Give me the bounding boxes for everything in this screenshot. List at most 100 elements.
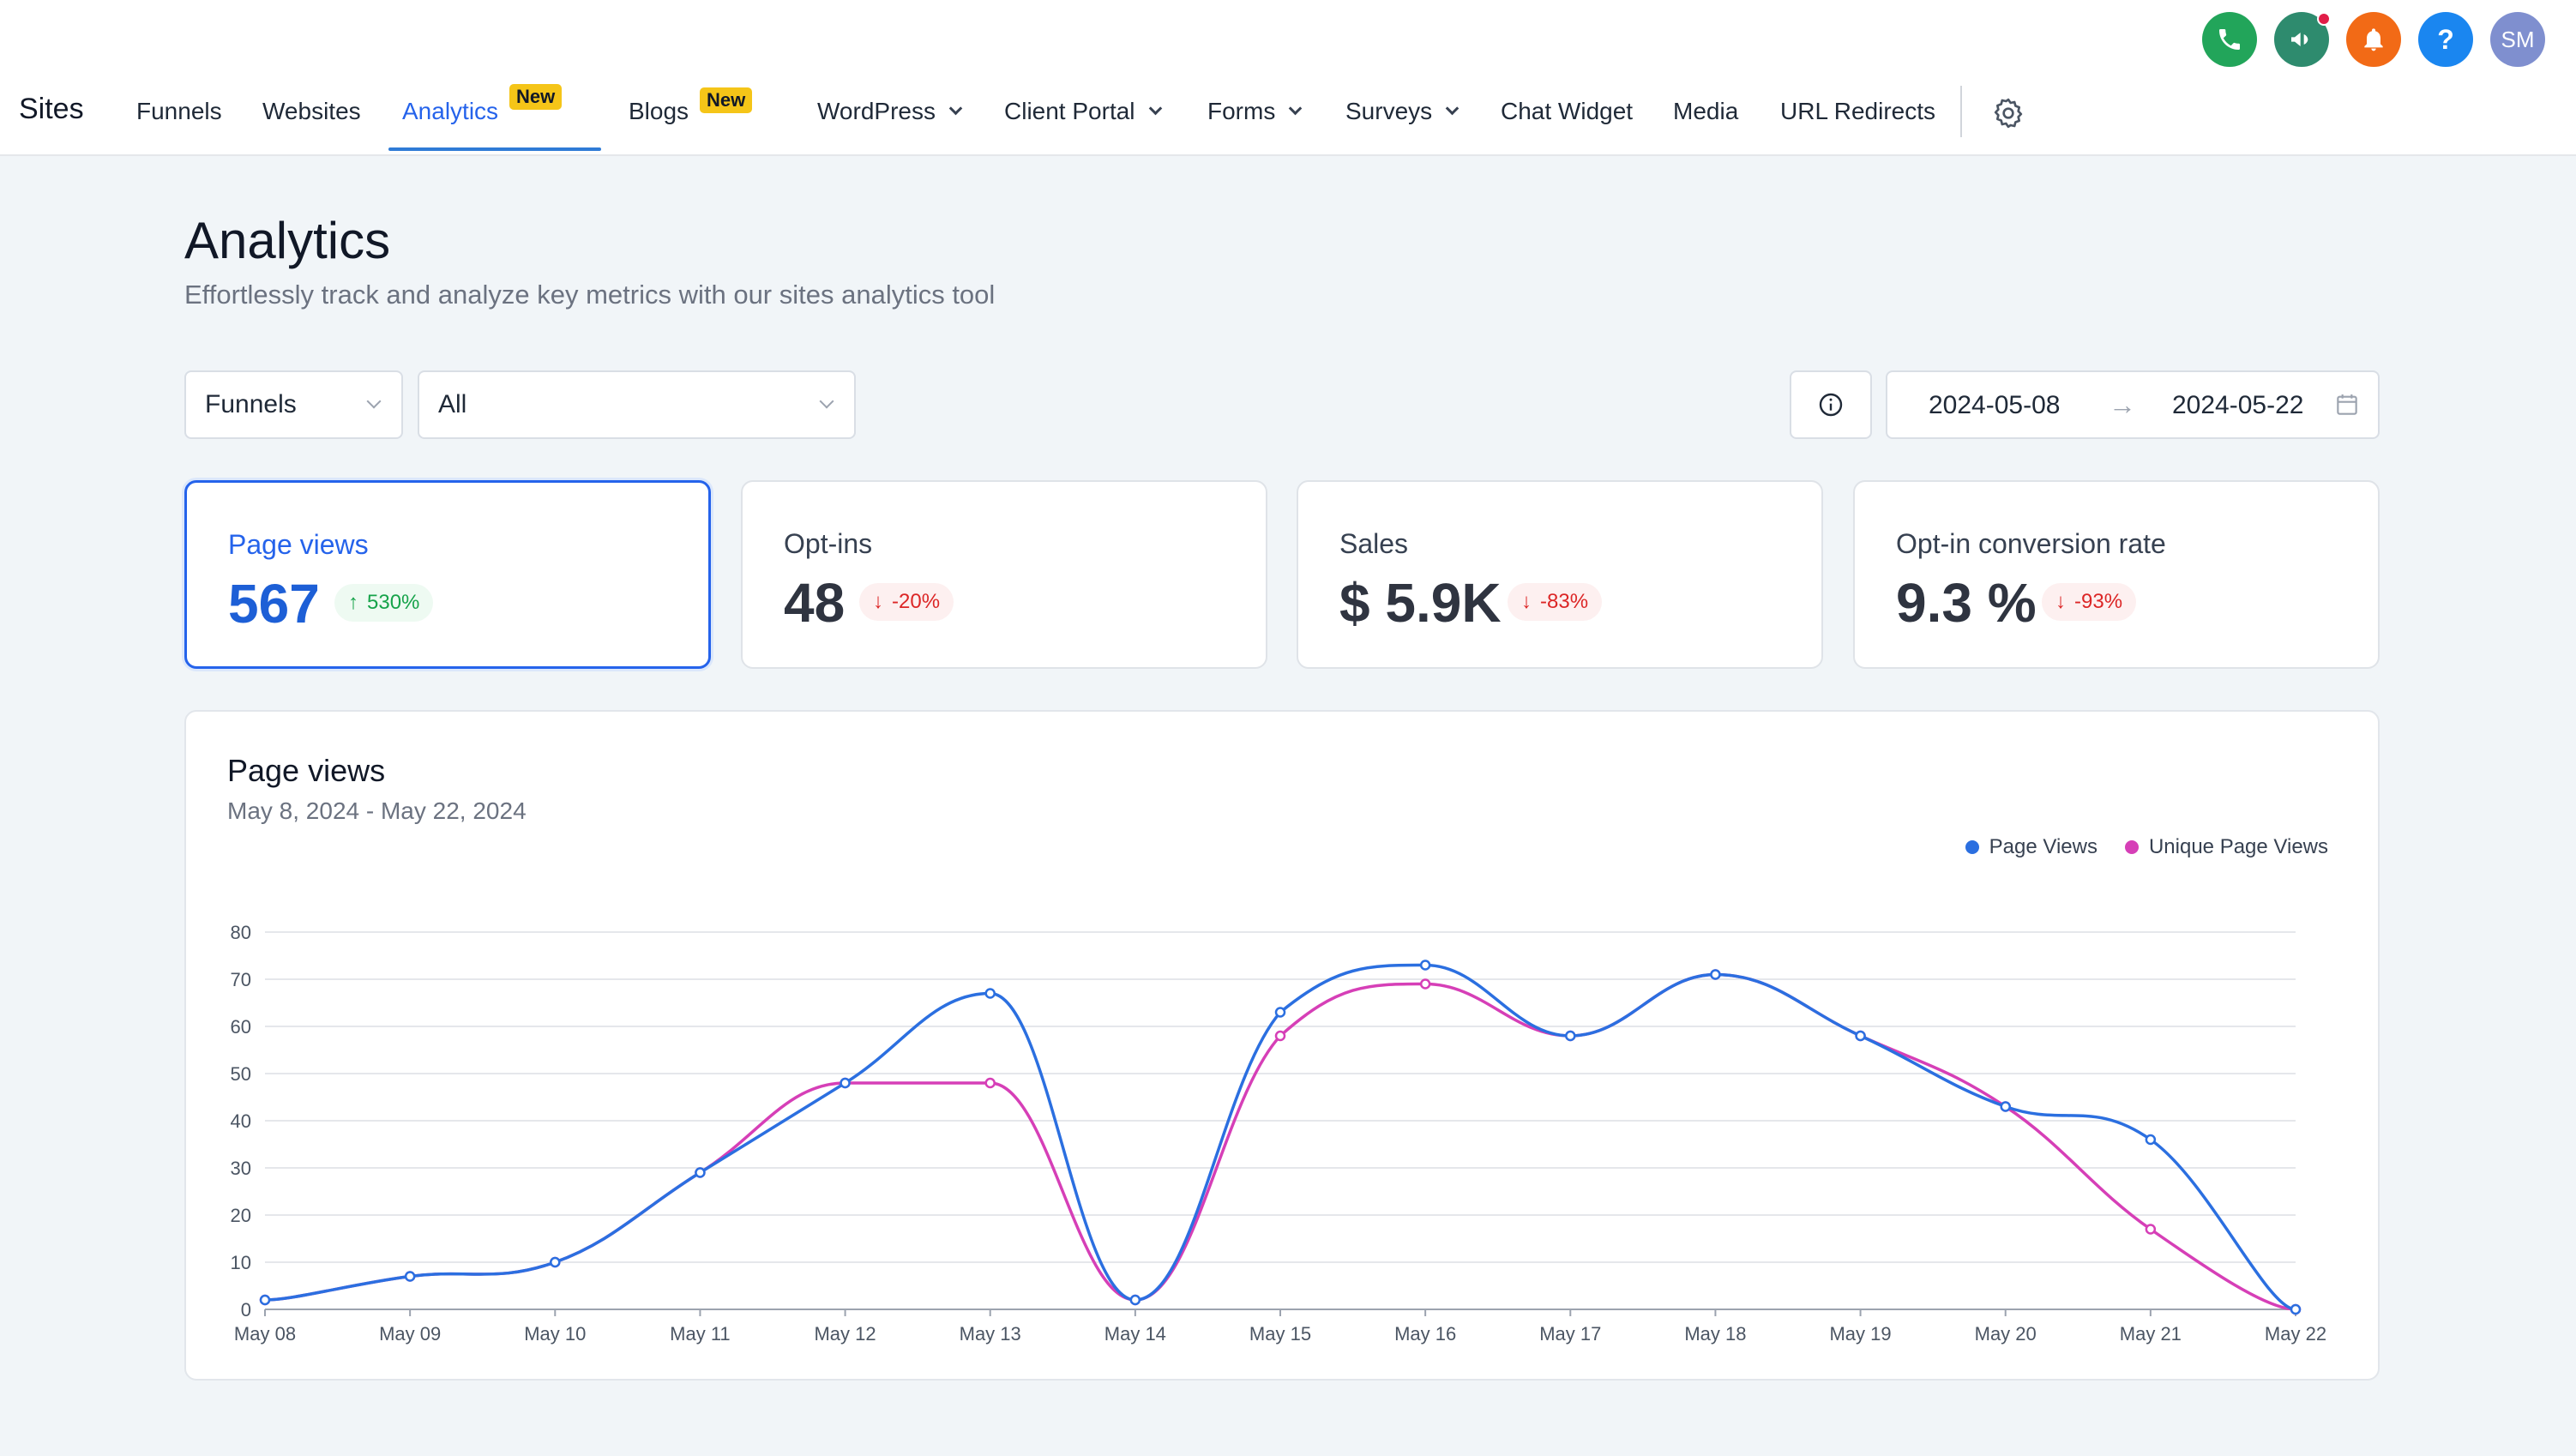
nav-analytics[interactable]: Analytics (402, 98, 499, 124)
series-line-page-views (264, 963, 2296, 1311)
data-point-page-views (1129, 1294, 1141, 1306)
nav-client-portal[interactable]: Client Portal (1004, 98, 1162, 125)
legend-item-unique-page-views[interactable]: Unique Page Views (2124, 835, 2328, 859)
arrow-down-icon: ↓ (1521, 590, 1532, 613)
page-title: Analytics (184, 212, 391, 269)
calendar-icon (2337, 394, 2357, 415)
megaphone-glyph (2291, 33, 2308, 46)
nav-url-redirects[interactable]: URL Redirects (1780, 98, 1936, 124)
date-start[interactable]: 2024-05-08 (1929, 391, 2061, 419)
y-tick-label: 60 (231, 1016, 251, 1038)
chevron-down-icon (1148, 101, 1162, 115)
scope-select[interactable]: All (418, 370, 856, 439)
data-point-page-views (259, 1294, 271, 1306)
data-point-page-views (695, 1167, 706, 1178)
info-button[interactable] (1790, 370, 1872, 439)
metric-card-page-views[interactable]: Page views 567 ↑ 530% (184, 480, 711, 669)
phone-icon[interactable] (2202, 12, 2257, 67)
top-navigation-bar: Sites Funnels Websites Analytics New Blo… (0, 0, 2576, 156)
x-tick-label: May 17 (1539, 1323, 1601, 1345)
date-range-picker[interactable]: 2024-05-08 → 2024-05-22 (1886, 370, 2380, 439)
data-point-unique-page-views (984, 1077, 996, 1089)
nav-client-portal-label: Client Portal (1004, 98, 1135, 124)
data-point-page-views (1855, 1030, 1866, 1042)
nav-funnels[interactable]: Funnels (136, 98, 222, 124)
type-select-value: Funnels (205, 390, 297, 418)
metric-change-value: 530% (367, 591, 420, 614)
active-tab-indicator (388, 147, 601, 151)
nav-blogs[interactable]: Blogs (629, 98, 689, 124)
bell-glyph (2364, 28, 2383, 51)
arrow-up-icon: ↑ (348, 591, 358, 614)
nav-wordpress[interactable]: WordPress (817, 98, 963, 125)
nav-chat-widget[interactable]: Chat Widget (1501, 98, 1634, 124)
nav-forms[interactable]: Forms (1207, 98, 1303, 125)
metric-value: 48 (784, 572, 846, 634)
data-point-page-views (984, 988, 996, 999)
metric-card-sales[interactable]: Sales $ 5.9K ↓ -83% (1297, 480, 1823, 669)
legend-label: Page Views (1989, 835, 2098, 858)
data-point-page-views (2145, 1134, 2157, 1146)
metric-change-badge: ↓ -93% (2042, 583, 2137, 621)
app-brand: Sites (19, 93, 84, 125)
arrow-right-icon: → (2109, 389, 2136, 420)
y-tick-label: 70 (231, 969, 251, 990)
megaphone-icon[interactable] (2274, 12, 2331, 67)
nav-wordpress-label: WordPress (817, 98, 936, 124)
y-tick-label: 20 (231, 1205, 251, 1226)
chart-legend: Page Views Unique Page Views (1938, 835, 2328, 859)
chevron-down-icon (1289, 101, 1303, 115)
question-icon[interactable]: ? (2418, 12, 2473, 67)
line-chart: 0 10 20 30 40 50 60 70 80 May 08 May 09 May 10 May 1… (231, 922, 2327, 1345)
metric-change-value: -93% (2074, 590, 2123, 613)
data-point-page-views (550, 1256, 561, 1268)
data-point-page-views (1710, 969, 1721, 980)
data-point-page-views (1419, 960, 1431, 971)
scope-select-value: All (438, 390, 467, 418)
metric-value: 567 (228, 573, 320, 635)
x-tick-label: May 11 (670, 1323, 731, 1345)
arrow-down-icon: ↓ (873, 590, 883, 613)
type-select[interactable]: Funnels (184, 370, 403, 439)
chevron-down-icon (366, 394, 382, 409)
legend-dot (2124, 840, 2139, 854)
y-tick-label: 50 (231, 1063, 251, 1085)
nav-media[interactable]: Media (1673, 98, 1739, 124)
chart-date-range: May 8, 2024 - May 22, 2024 (227, 797, 527, 824)
x-tick-label: May 13 (960, 1323, 1021, 1345)
new-badge-blogs: New (700, 87, 753, 113)
x-tick-label: May 10 (524, 1323, 586, 1345)
series-line-unique-page-views (264, 972, 2296, 1311)
y-tick-label: 30 (231, 1158, 251, 1179)
data-point-page-views (1565, 1030, 1576, 1042)
arrow-down-icon: ↓ (2055, 590, 2066, 613)
nav-surveys[interactable]: Surveys (1345, 98, 1460, 125)
x-tick-label: May 18 (1684, 1323, 1746, 1345)
help-glyph: ? (2437, 23, 2454, 55)
x-tick-label: May 21 (2120, 1323, 2182, 1345)
metric-change-badge: ↓ -83% (1508, 583, 1603, 621)
x-tick-label: May 08 (234, 1323, 296, 1345)
bell-icon[interactable] (2346, 12, 2401, 67)
metric-card-opt-in-conversion-rate[interactable]: Opt-in conversion rate 9.3 % ↓ -93% (1853, 480, 2380, 669)
phone-glyph (2219, 29, 2240, 50)
legend-dot (1965, 840, 1979, 854)
nav-websites[interactable]: Websites (262, 98, 361, 124)
y-tick-label: 10 (231, 1252, 251, 1273)
x-tick-label: May 12 (814, 1323, 876, 1345)
metric-card-opt-ins[interactable]: Opt-ins 48 ↓ -20% (741, 480, 1267, 669)
avatar[interactable]: SM (2490, 12, 2545, 67)
metric-change-value: -83% (1540, 590, 1589, 613)
x-tick-label: May 19 (1829, 1323, 1891, 1345)
gear-icon[interactable] (1991, 96, 2025, 130)
y-tick-label: 0 (241, 1299, 251, 1321)
metric-change-badge: ↑ 530% (334, 584, 434, 622)
data-point-page-views (2290, 1303, 2302, 1315)
date-end[interactable]: 2024-05-22 (2172, 391, 2304, 419)
nav-divider (1960, 86, 1962, 137)
new-badge-analytics: New (509, 84, 563, 110)
legend-item-page-views[interactable]: Page Views (1965, 835, 2098, 859)
page-views-chart-card: 0 10 20 30 40 50 60 70 80 May 08 May 09 May 10 May 1… (184, 710, 2380, 1381)
data-point-page-views (840, 1077, 851, 1089)
x-tick-label: May 15 (1249, 1323, 1311, 1345)
